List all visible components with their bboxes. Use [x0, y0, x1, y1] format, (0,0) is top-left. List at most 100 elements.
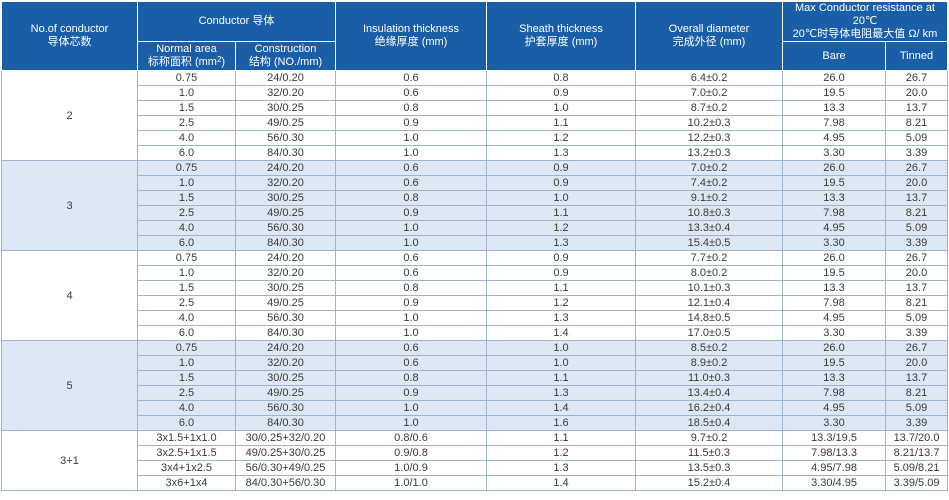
cell-resistance-bare: 19.5 — [782, 355, 886, 371]
cell-conductor-count: 3 — [1, 160, 138, 251]
cell-insulation: 0.6 — [335, 70, 487, 86]
table-row: 1.0 32/0.20 0.6 0.9 7.4±0.2 19.5 20.0 — [2, 175, 948, 191]
cable-spec-table: No.of conductor 导体芯数 Conductor 导体 Insula… — [1, 1, 948, 491]
cell-resistance-tinned: 8.21/13.7 — [885, 445, 948, 461]
cell-overall-diameter: 13.5±0.3 — [635, 460, 783, 476]
cell-normal-area: 1.5 — [137, 280, 236, 296]
cell-normal-area: 1.0 — [137, 355, 236, 371]
cell-insulation: 0.6 — [335, 355, 487, 371]
cell-resistance-bare: 4.95 — [782, 310, 886, 326]
cell-construction: 56/0.30 — [235, 220, 336, 236]
cell-overall-diameter: 11.5±0.3 — [635, 445, 783, 461]
cell-normal-area: 2.5 — [137, 115, 236, 131]
cell-resistance-bare: 26.0 — [782, 340, 886, 356]
cell-insulation: 1.0 — [335, 130, 487, 146]
cell-normal-area: 6.0 — [137, 145, 236, 161]
cell-sheath: 1.1 — [486, 280, 636, 296]
cell-sheath: 1.3 — [486, 310, 636, 326]
cell-construction: 49/0.25 — [235, 205, 336, 221]
cell-overall-diameter: 10.1±0.3 — [635, 280, 783, 296]
conductor-group: 4 0.75 24/0.20 0.6 0.9 7.7±0.2 26.0 26.7 1.0 32/0… — [1, 250, 948, 341]
cell-construction: 56/0.30 — [235, 310, 336, 326]
cell-overall-diameter: 7.0±0.2 — [635, 85, 783, 101]
cell-construction: 30/0.25+32/0.20 — [235, 430, 336, 446]
cell-resistance-tinned: 3.39 — [885, 235, 948, 251]
cell-resistance-bare: 19.5 — [782, 175, 886, 191]
cell-insulation: 0.8 — [335, 370, 487, 386]
cell-normal-area: 1.5 — [137, 190, 236, 206]
cell-conductor-count: 3+1 — [1, 430, 138, 491]
table-row: 6.0 84/0.30 1.0 1.3 13.2±0.3 3.30 3.39 — [2, 145, 948, 161]
table-row: 6.0 84/0.30 1.0 1.4 17.0±0.5 3.30 3.39 — [2, 325, 948, 341]
cell-sheath: 1.3 — [486, 460, 636, 476]
cell-resistance-bare: 7.98 — [782, 295, 886, 311]
cell-sheath: 1.1 — [486, 430, 636, 446]
cell-normal-area: 2.5 — [137, 205, 236, 221]
cell-normal-area: 3x6+1x4 — [137, 475, 236, 491]
cell-insulation: 0.8 — [335, 280, 487, 296]
cell-insulation: 1.0 — [335, 400, 487, 416]
cell-resistance-tinned: 20.0 — [885, 85, 948, 101]
table-row: 3x2.5+1x1.5 49/0.25+30/0.25 0.9/0.8 1.2 11.5… — [2, 445, 948, 461]
cell-overall-diameter: 7.7±0.2 — [635, 250, 783, 266]
cell-resistance-bare: 7.98/13.3 — [782, 445, 886, 461]
cell-insulation: 1.0/1.0 — [335, 475, 487, 491]
cell-construction: 32/0.20 — [235, 355, 336, 371]
cell-resistance-bare: 13.3 — [782, 100, 886, 116]
cell-sheath: 0.9 — [486, 250, 636, 266]
cell-resistance-bare: 26.0 — [782, 250, 886, 266]
cell-sheath: 1.0 — [486, 190, 636, 206]
table-row: 3+1 3x1.5+1x1.0 30/0.25+32/0.20 0.8/0.6 1.1 9… — [1, 430, 948, 491]
cell-resistance-tinned: 26.7 — [885, 340, 948, 356]
cell-sheath: 0.8 — [486, 70, 636, 86]
cell-insulation: 0.6 — [335, 265, 487, 281]
cell-normal-area: 6.0 — [137, 325, 236, 341]
cell-normal-area: 1.0 — [137, 85, 236, 101]
table-row: 1.5 30/0.25 0.8 1.0 9.1±0.2 13.3 13.7 — [2, 190, 948, 206]
cell-sheath: 0.9 — [486, 160, 636, 176]
cell-insulation: 0.9 — [335, 115, 487, 131]
cell-overall-diameter: 18.5±0.4 — [635, 415, 783, 431]
table-row: 4 0.75 24/0.20 0.6 0.9 7.7±0.2 26.0 26.7 — [1, 250, 948, 341]
cell-construction: 49/0.25 — [235, 295, 336, 311]
cell-insulation: 1.0 — [335, 145, 487, 161]
cell-resistance-tinned: 20.0 — [885, 265, 948, 281]
cell-normal-area: 4.0 — [137, 310, 236, 326]
cell-construction: 24/0.20 — [235, 250, 336, 266]
table-header: No.of conductor 导体芯数 Conductor 导体 Insula… — [1, 1, 948, 71]
cell-resistance-bare: 3.30/4.95 — [782, 475, 886, 491]
cell-normal-area: 4.0 — [137, 220, 236, 236]
cell-sheath: 1.1 — [486, 115, 636, 131]
cell-normal-area: 1.5 — [137, 370, 236, 386]
conductor-group: 3 0.75 24/0.20 0.6 0.9 7.0±0.2 26.0 26.7 1.0 32/0… — [1, 160, 948, 251]
table-row: 3x4+1x2.5 56/0.30+49/0.25 1.0/0.9 1.3 13.5±0… — [2, 460, 948, 476]
cell-insulation: 0.8 — [335, 190, 487, 206]
header-conductor: Conductor 导体 — [137, 1, 336, 42]
cell-sheath: 1.1 — [486, 370, 636, 386]
cell-resistance-bare: 3.30 — [782, 325, 886, 341]
cell-normal-area: 3x2.5+1x1.5 — [137, 445, 236, 461]
cell-overall-diameter: 13.3±0.4 — [635, 220, 783, 236]
header-normal-area: Normal area 标称面积 (mm2) — [137, 41, 236, 71]
cell-sheath: 0.9 — [486, 175, 636, 191]
table-row: 2.5 49/0.25 0.9 1.1 10.2±0.3 7.98 8.21 — [2, 115, 948, 131]
cell-resistance-bare: 4.95/7.98 — [782, 460, 886, 476]
cell-overall-diameter: 12.1±0.4 — [635, 295, 783, 311]
cell-resistance-bare: 4.95 — [782, 220, 886, 236]
cell-overall-diameter: 12.2±0.3 — [635, 130, 783, 146]
cell-construction: 56/0.30+49/0.25 — [235, 460, 336, 476]
cell-insulation: 1.0 — [335, 310, 487, 326]
conductor-group: 5 0.75 24/0.20 0.6 1.0 8.5±0.2 26.0 26.7 1.0 32/0… — [1, 340, 948, 431]
header-no-conductor: No.of conductor 导体芯数 — [1, 1, 138, 71]
cell-conductor-count: 2 — [1, 70, 138, 161]
cell-resistance-tinned: 13.7 — [885, 190, 948, 206]
cell-resistance-tinned: 5.09 — [885, 130, 948, 146]
cell-insulation: 0.8/0.6 — [335, 430, 487, 446]
cell-overall-diameter: 7.4±0.2 — [635, 175, 783, 191]
cell-sheath: 0.9 — [486, 85, 636, 101]
cell-sheath: 1.2 — [486, 445, 636, 461]
cell-overall-diameter: 13.2±0.3 — [635, 145, 783, 161]
cell-construction: 24/0.20 — [235, 70, 336, 86]
cell-resistance-bare: 3.30 — [782, 415, 886, 431]
cell-insulation: 1.0 — [335, 325, 487, 341]
